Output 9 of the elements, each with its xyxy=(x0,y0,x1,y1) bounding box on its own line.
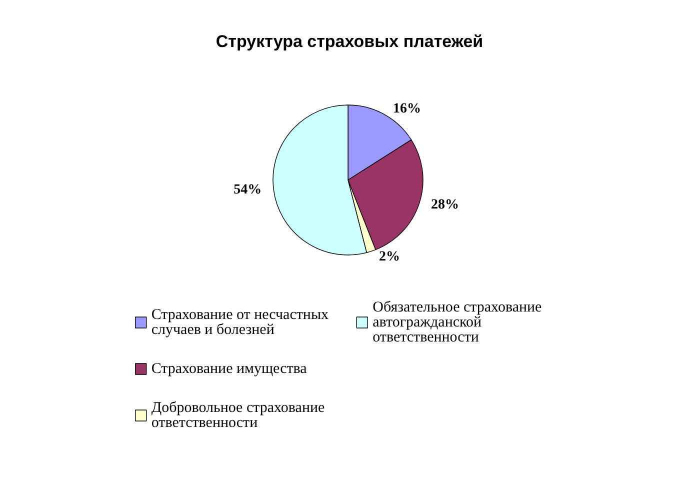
data-label: 16% xyxy=(393,102,422,117)
legend-label: Добровольное страхование ответственности xyxy=(151,400,328,431)
data-label: 54% xyxy=(234,182,262,198)
legend-label: Страхование от несчастных случаев и болезней xyxy=(151,307,332,338)
legend-label: Страхование имущества xyxy=(151,361,308,377)
data-label: 2% xyxy=(379,250,400,265)
data-label: 28% xyxy=(431,198,460,213)
chart-title: Структура страховых платежей xyxy=(216,32,484,51)
legend-label: Обязательное страхование автогражданской ответственности xyxy=(372,300,546,346)
